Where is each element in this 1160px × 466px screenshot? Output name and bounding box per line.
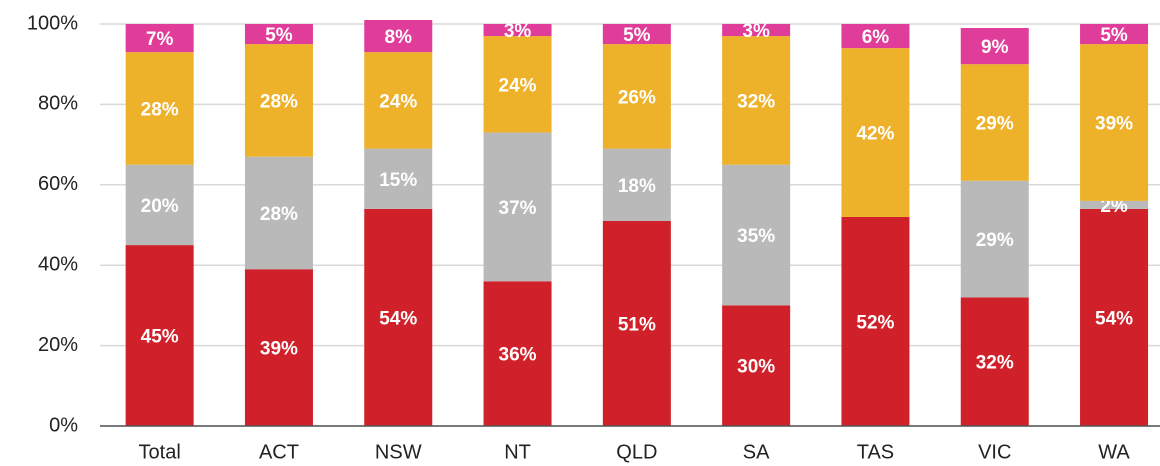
x-tick-label: QLD bbox=[616, 441, 657, 463]
x-tick-label: TAS bbox=[857, 441, 894, 463]
value-label: 5% bbox=[265, 25, 293, 46]
value-label: 18% bbox=[618, 176, 656, 197]
value-label: 24% bbox=[499, 75, 537, 96]
bar-segment bbox=[1080, 208, 1149, 426]
bar-segment bbox=[1080, 200, 1149, 209]
bar-segment bbox=[960, 28, 1029, 65]
y-tick-label: 80% bbox=[38, 93, 78, 115]
x-tick-label: WA bbox=[1098, 441, 1130, 463]
value-label: 29% bbox=[976, 114, 1014, 135]
bar-segment bbox=[602, 220, 671, 426]
y-tick-label: 20% bbox=[38, 334, 78, 356]
value-label: 26% bbox=[618, 87, 656, 108]
y-tick-label: 40% bbox=[38, 253, 78, 275]
y-tick-label: 100% bbox=[27, 12, 78, 34]
value-label: 28% bbox=[141, 99, 179, 120]
value-label: 45% bbox=[141, 327, 179, 348]
value-label: 30% bbox=[737, 357, 775, 378]
bar-segment bbox=[841, 24, 910, 49]
value-label: 37% bbox=[499, 198, 537, 219]
bar-segment bbox=[364, 208, 433, 426]
value-label: 3% bbox=[742, 21, 770, 42]
value-label: 54% bbox=[1095, 308, 1133, 329]
x-tick-label: Total bbox=[139, 441, 181, 463]
value-label: 51% bbox=[618, 315, 656, 336]
value-label: 52% bbox=[856, 312, 894, 333]
bar-segment bbox=[244, 156, 313, 270]
value-label: 5% bbox=[1100, 25, 1128, 46]
bar-segment bbox=[244, 44, 313, 157]
bar-segment bbox=[244, 24, 313, 45]
y-tick-label: 0% bbox=[49, 414, 78, 436]
bar-segment bbox=[364, 19, 433, 53]
value-label: 35% bbox=[737, 226, 775, 247]
value-label: 28% bbox=[260, 91, 298, 112]
bar-segment bbox=[125, 164, 194, 246]
value-label: 3% bbox=[504, 21, 532, 42]
bar-segment bbox=[364, 52, 433, 149]
y-tick-label: 60% bbox=[38, 173, 78, 195]
bar-segment bbox=[125, 52, 194, 165]
bar-segment bbox=[722, 24, 791, 37]
bar-segment bbox=[483, 132, 552, 282]
value-label: 32% bbox=[976, 353, 1014, 374]
value-label: 8% bbox=[385, 27, 413, 48]
value-label: 39% bbox=[260, 339, 298, 360]
value-label: 20% bbox=[141, 196, 179, 217]
value-label: 36% bbox=[499, 345, 537, 366]
bar-segment bbox=[722, 36, 791, 165]
value-label: 29% bbox=[976, 230, 1014, 251]
value-label: 2% bbox=[1100, 196, 1128, 217]
bar-segment bbox=[483, 24, 552, 37]
value-label: 5% bbox=[623, 25, 651, 46]
value-label: 32% bbox=[737, 91, 775, 112]
value-label: 9% bbox=[981, 37, 1009, 58]
value-label: 15% bbox=[379, 170, 417, 191]
value-label: 42% bbox=[856, 124, 894, 145]
bar-segment bbox=[602, 24, 671, 45]
x-tick-label: VIC bbox=[978, 441, 1011, 463]
value-label: 7% bbox=[146, 29, 174, 50]
bar-segment bbox=[125, 24, 194, 53]
x-tick-label: ACT bbox=[259, 441, 299, 463]
bar-segment bbox=[602, 148, 671, 221]
x-tick-label: NSW bbox=[375, 441, 422, 463]
value-label: 28% bbox=[260, 204, 298, 225]
bar-segment bbox=[244, 269, 313, 426]
bar-segment bbox=[364, 148, 433, 209]
value-label: 54% bbox=[379, 308, 417, 329]
bar-segment bbox=[960, 64, 1029, 181]
bar-segment bbox=[960, 180, 1029, 298]
bar-segment bbox=[960, 297, 1029, 426]
bar-segment bbox=[125, 245, 194, 426]
bar-segment bbox=[483, 281, 552, 426]
bar-segment bbox=[1080, 24, 1149, 45]
bar-segment bbox=[841, 216, 910, 426]
bar-segment bbox=[1080, 44, 1149, 201]
value-label: 39% bbox=[1095, 114, 1133, 135]
bar-segment bbox=[602, 44, 671, 149]
x-tick-label: SA bbox=[743, 441, 770, 463]
bar-segment bbox=[722, 305, 791, 426]
bar-segment bbox=[483, 36, 552, 133]
bar-segment bbox=[841, 48, 910, 217]
value-label: 24% bbox=[379, 91, 417, 112]
x-tick-label: NT bbox=[504, 441, 531, 463]
value-label: 6% bbox=[862, 27, 890, 48]
bar-segment bbox=[722, 164, 791, 306]
